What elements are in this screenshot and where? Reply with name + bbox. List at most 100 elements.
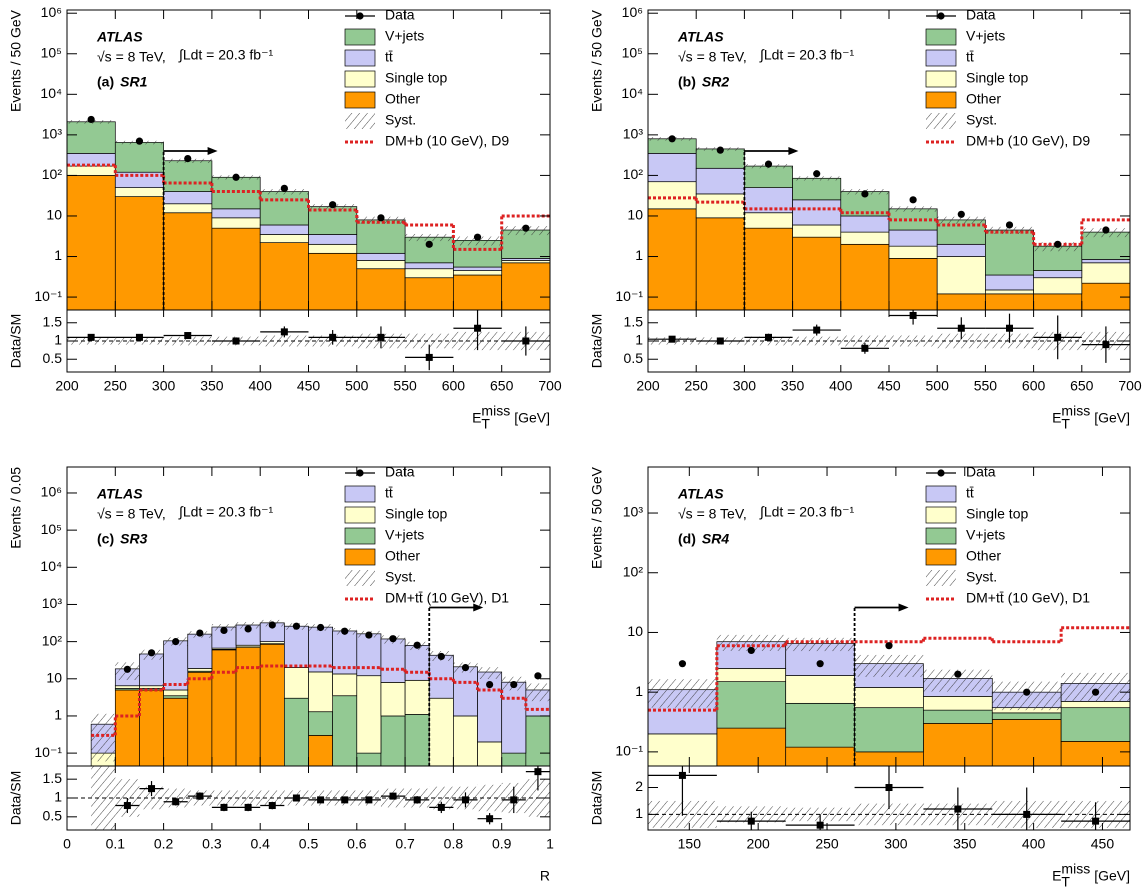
data-point bbox=[747, 646, 755, 655]
stack-bar bbox=[985, 293, 1034, 311]
stack-bar bbox=[785, 675, 855, 704]
syst-band bbox=[785, 637, 855, 652]
data-point bbox=[365, 631, 373, 639]
legend-data-marker bbox=[937, 12, 945, 20]
ratio-point bbox=[425, 353, 433, 361]
stack-bar bbox=[840, 243, 890, 311]
stack-bar bbox=[114, 689, 140, 767]
y-tick-label: 10 bbox=[46, 207, 62, 223]
data-point bbox=[954, 670, 962, 678]
legend-label: V+jets bbox=[966, 527, 1005, 543]
stack-bar bbox=[163, 212, 213, 311]
stack-bar bbox=[888, 245, 938, 259]
stack-bar bbox=[936, 293, 986, 311]
ratio-point bbox=[365, 796, 373, 804]
data-point bbox=[413, 641, 421, 649]
stack-bar bbox=[308, 252, 358, 311]
stack-bar bbox=[854, 707, 924, 753]
stack-bar bbox=[114, 196, 164, 311]
y-tick-label: 1 bbox=[54, 707, 62, 723]
y-tick-label: 10² bbox=[42, 166, 63, 182]
stack-bar bbox=[404, 262, 454, 270]
stack-bar bbox=[716, 727, 787, 767]
y-tick-label: 10⁶ bbox=[622, 4, 643, 20]
stack-bar bbox=[356, 675, 382, 754]
ratio-y-tick-label: 1 bbox=[54, 332, 62, 348]
x-axis-label-sub: T bbox=[1061, 416, 1070, 432]
y-tick-label: 10⁵ bbox=[622, 44, 643, 60]
ratio-point bbox=[389, 792, 397, 800]
stack-bar bbox=[308, 243, 358, 254]
stack-bar bbox=[453, 666, 478, 717]
x-axis-label-sup: miss bbox=[1061, 861, 1090, 877]
y-tick-label: 10⁶ bbox=[41, 484, 62, 500]
data-point bbox=[196, 629, 204, 637]
ratio-point bbox=[885, 784, 893, 792]
ratio-y-tick-label: 1 bbox=[635, 332, 643, 348]
x-tick-label: 150 bbox=[678, 836, 702, 852]
stack-bar bbox=[854, 687, 924, 709]
y-tick-label: 10³ bbox=[42, 595, 63, 611]
data-point bbox=[184, 154, 192, 163]
legend-swatch bbox=[344, 70, 376, 88]
legend-swatch bbox=[344, 91, 376, 109]
x-tick-label: 550 bbox=[393, 378, 417, 394]
legend-swatch bbox=[344, 548, 376, 566]
x-tick-label: 500 bbox=[345, 378, 369, 394]
stack-bar bbox=[695, 167, 745, 195]
region-label: SR1 bbox=[120, 74, 147, 90]
stack-bar bbox=[404, 679, 430, 715]
x-tick-label: 600 bbox=[1022, 378, 1046, 394]
ratio-point bbox=[280, 328, 288, 336]
x-tick-label: 500 bbox=[926, 378, 950, 394]
syst-band bbox=[889, 206, 938, 212]
data-point bbox=[668, 135, 676, 143]
stack-bar bbox=[1060, 701, 1131, 709]
ratio-syst-band bbox=[785, 807, 855, 822]
x-tick-label: 400 bbox=[829, 378, 853, 394]
x-tick-label: 0.4 bbox=[250, 836, 270, 852]
stack-bar bbox=[114, 187, 164, 197]
ratio-point bbox=[196, 792, 204, 800]
stack-bar bbox=[785, 702, 855, 748]
stack-bar bbox=[356, 633, 382, 677]
ratio-y-axis-label: Data/SM bbox=[589, 314, 605, 368]
x-tick-label: 300 bbox=[884, 836, 908, 852]
data-point bbox=[1054, 240, 1062, 248]
data-point bbox=[329, 201, 337, 209]
ratio-point bbox=[220, 803, 228, 811]
stack-bar bbox=[187, 668, 213, 672]
ratio-y-axis-label: Data/SM bbox=[8, 314, 24, 368]
syst-band bbox=[477, 667, 502, 679]
cut-arrowhead bbox=[788, 147, 799, 155]
y-axis-label: Events / 50 GeV bbox=[589, 466, 605, 569]
ratio-point bbox=[135, 333, 143, 341]
x-tick-label: 0.7 bbox=[395, 836, 415, 852]
stack-bar bbox=[308, 671, 333, 713]
stack-bar bbox=[501, 752, 527, 767]
stack-bar bbox=[453, 274, 503, 311]
stack-bar bbox=[716, 681, 787, 729]
stack-bar bbox=[840, 231, 890, 245]
stack-bar bbox=[1060, 707, 1131, 742]
stack-bar bbox=[923, 709, 993, 724]
legend-label: Single top bbox=[966, 70, 1028, 86]
stack-bar bbox=[744, 227, 793, 311]
data-point bbox=[135, 137, 144, 145]
syst-band bbox=[453, 236, 502, 246]
legend-label: DM+tt̄ (10 GeV), D1 bbox=[385, 590, 509, 606]
stack-bar bbox=[647, 208, 697, 311]
data-point bbox=[813, 170, 821, 178]
stack-bar bbox=[211, 227, 261, 311]
stack-bar bbox=[284, 667, 309, 699]
y-tick-label: 10⁶ bbox=[41, 4, 62, 20]
stack-bar bbox=[1081, 262, 1131, 284]
stack-bar bbox=[66, 175, 116, 311]
x-axis-label-sub: T bbox=[1061, 874, 1070, 890]
panel-label: (b) bbox=[678, 74, 696, 90]
data-point bbox=[316, 623, 325, 632]
y-tick-label: 10² bbox=[623, 563, 644, 579]
ratio-y-tick-label: 2 bbox=[635, 778, 643, 794]
stack-bar bbox=[66, 165, 116, 176]
